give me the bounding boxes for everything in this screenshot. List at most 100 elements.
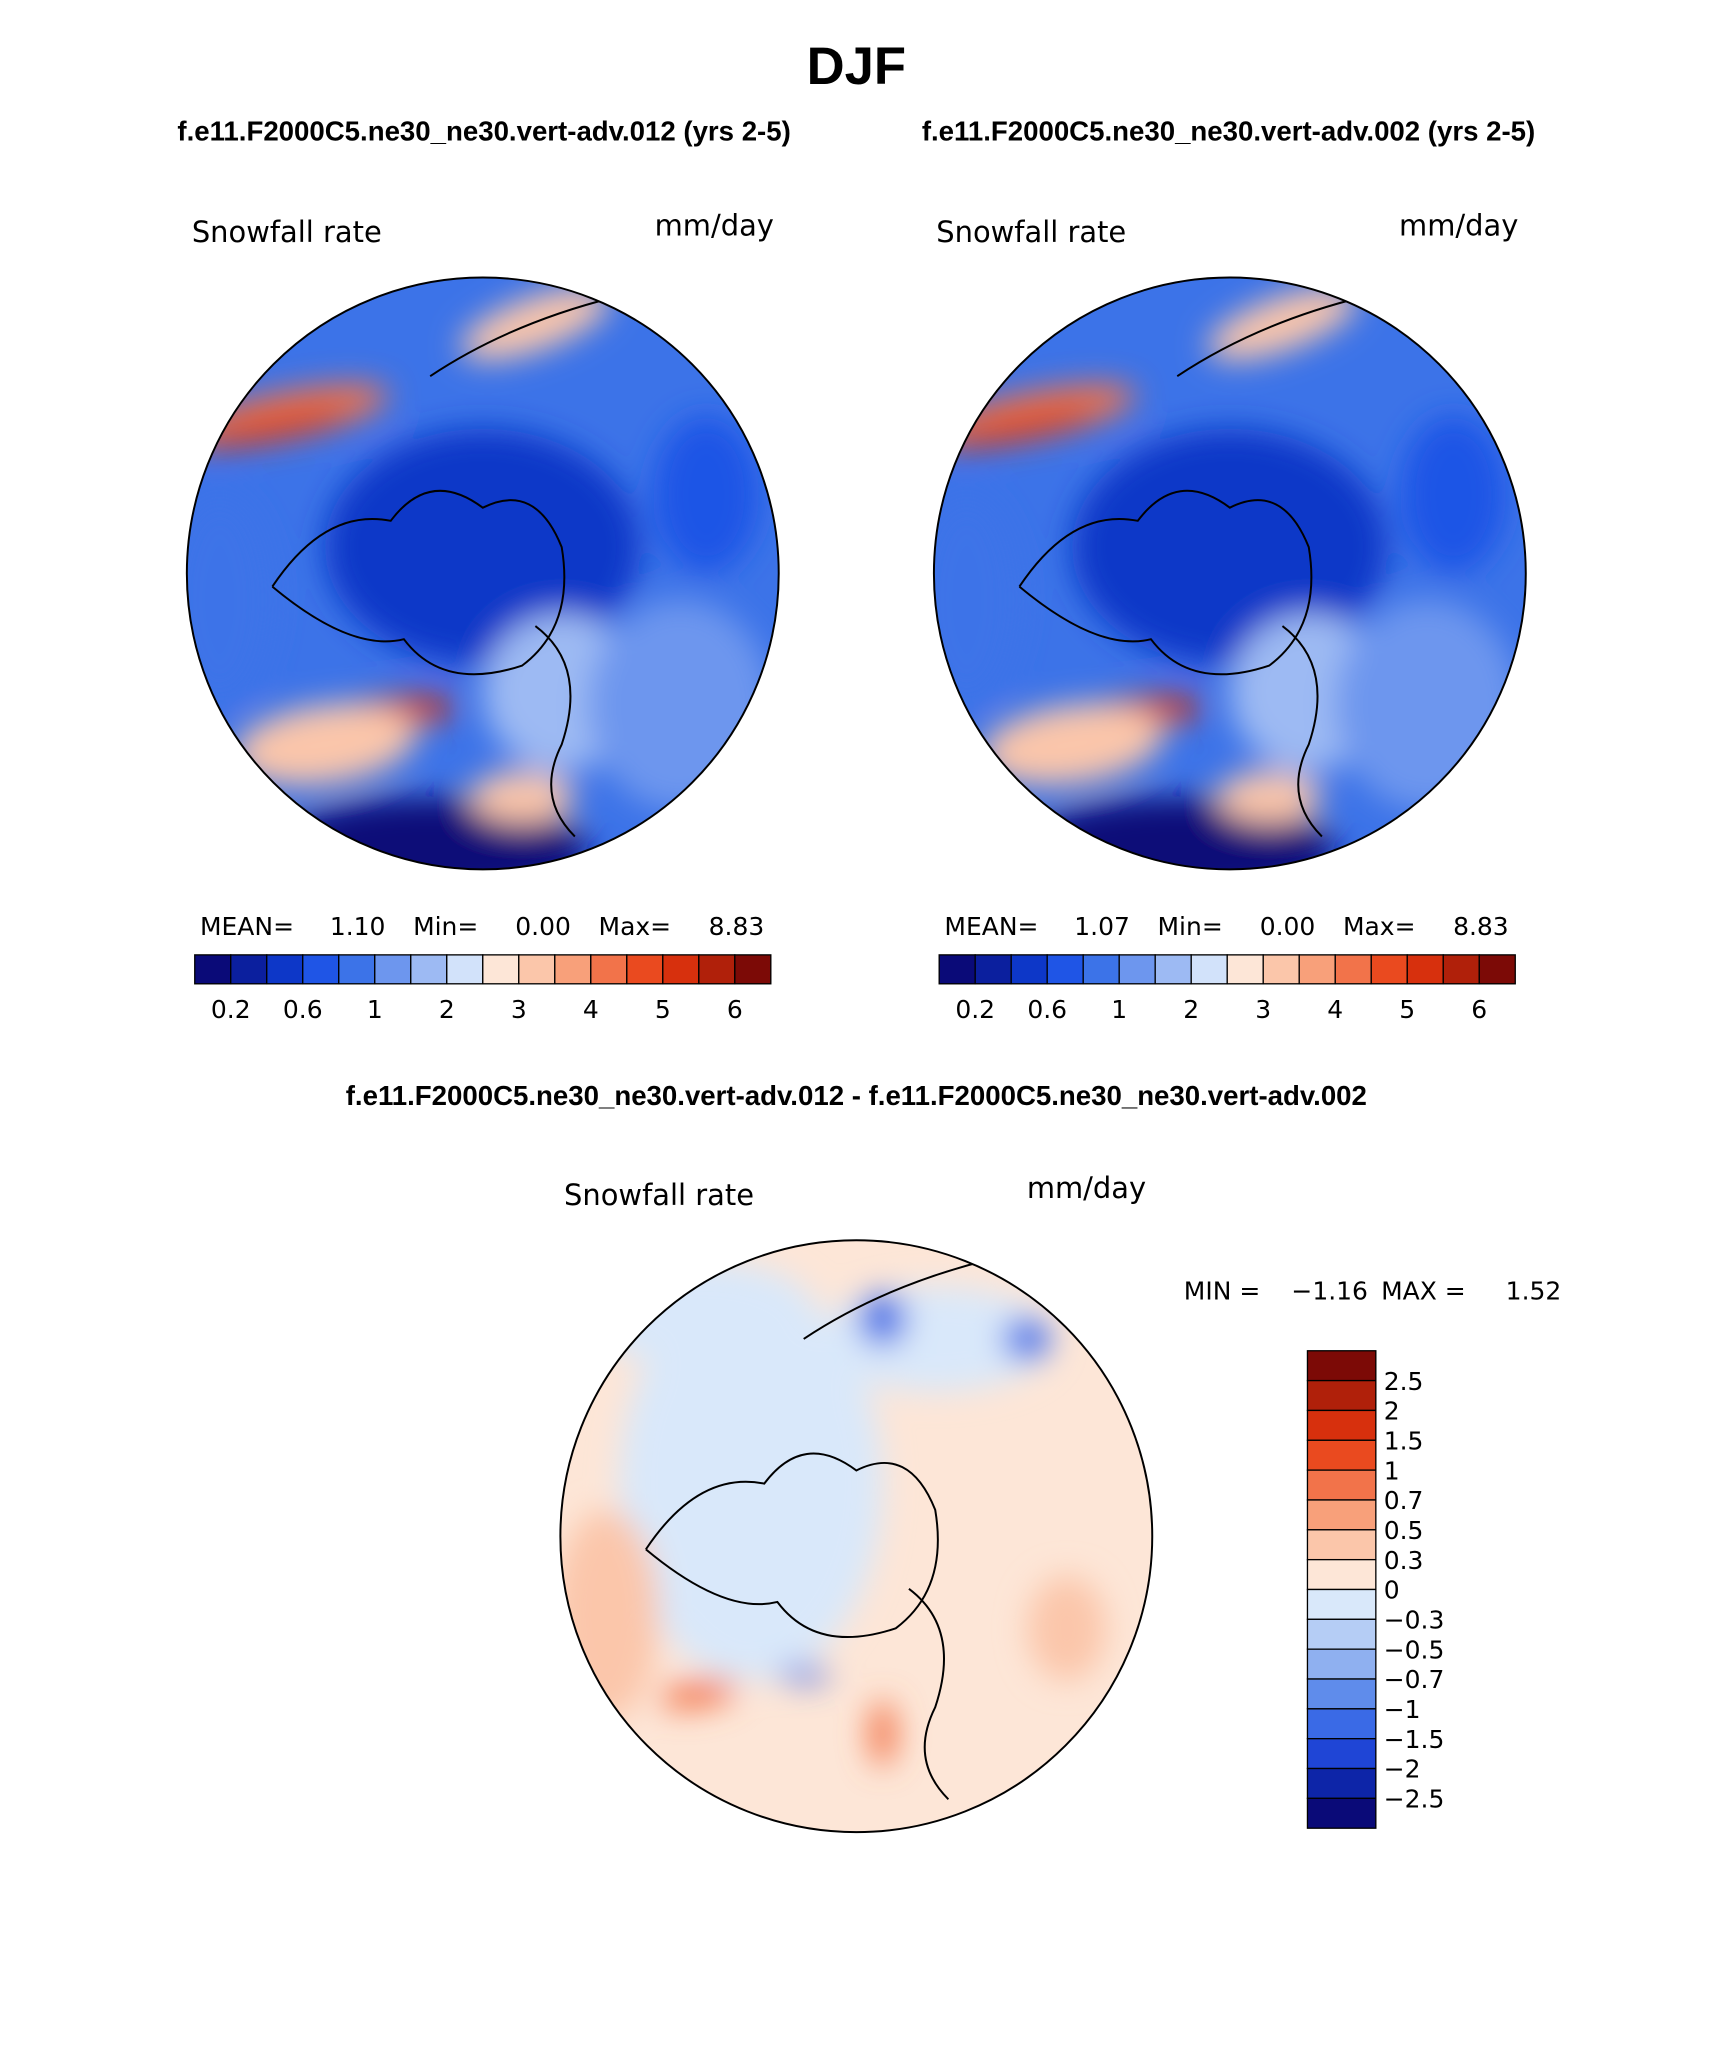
field-patch	[869, 1700, 896, 1767]
colorbar-box	[1306, 1738, 1377, 1770]
stat-label: Max=	[599, 912, 672, 941]
colorbar-box	[1406, 954, 1444, 985]
field-patch	[619, 1286, 883, 1681]
field-patch	[1335, 599, 1520, 811]
stat-label: MEAN=	[944, 912, 1038, 941]
panel-units: mm/day	[655, 208, 774, 242]
colorbar-box	[1306, 1678, 1377, 1710]
panel-units: mm/day	[1027, 1171, 1146, 1205]
colorbar-label: 0.6	[283, 995, 323, 1024]
colorbar-label: 2	[439, 995, 455, 1024]
map-field	[560, 1260, 1107, 1767]
colorbar-label: 6	[1471, 995, 1487, 1024]
colorbar-box	[1306, 1767, 1377, 1800]
colorbar-box	[1306, 1797, 1377, 1829]
field-patch	[659, 1679, 738, 1709]
colorbar-box	[626, 954, 664, 985]
colorbar-box	[1306, 1708, 1377, 1740]
colorbar-box	[698, 954, 736, 985]
colorbar-box	[1306, 1529, 1377, 1561]
stat-value: 0.00	[515, 912, 571, 941]
colorbar-label: 1	[1384, 1456, 1400, 1485]
diff-title: f.e11.F2000C5.ne30_ne30.vert-adv.012 - f…	[346, 1080, 1367, 1111]
colorbar-box	[1154, 954, 1192, 985]
stat-label: Max=	[1343, 912, 1416, 941]
colorbar-label: 0	[1384, 1576, 1400, 1605]
map	[186, 277, 779, 870]
colorbar-box	[338, 954, 376, 985]
colorbar-box	[1306, 1350, 1377, 1382]
colorbar-box	[1306, 1469, 1377, 1501]
field-patch	[1207, 286, 1358, 361]
stat-value: 8.83	[1453, 912, 1509, 941]
colorbar-box	[446, 954, 484, 985]
colorbar-box	[1306, 1618, 1377, 1650]
colorbar-label: −2	[1384, 1755, 1421, 1784]
field-patch	[460, 286, 611, 361]
colorbar-box	[1226, 954, 1264, 985]
colorbar-box	[662, 954, 700, 985]
field-patch	[942, 409, 1097, 449]
stat-label: Min=	[413, 912, 478, 941]
colorbar-box	[938, 954, 976, 985]
colorbar-box	[1262, 954, 1300, 985]
field-patch	[560, 1509, 660, 1721]
panel-units: mm/day	[1399, 208, 1518, 242]
colorbar-box	[1306, 1499, 1377, 1531]
stat-value: 0.00	[1260, 912, 1316, 941]
colorbar-box	[1298, 954, 1336, 985]
colorbar-label: −0.5	[1384, 1635, 1445, 1664]
colorbar-box	[974, 954, 1012, 985]
colorbar-label: 0.2	[955, 995, 995, 1024]
map-border	[185, 276, 780, 871]
stat-label: MIN =	[1184, 1276, 1260, 1305]
colorbar-box	[482, 954, 520, 985]
colorbar-box	[554, 954, 592, 985]
colorbar-label: 0.7	[1384, 1486, 1424, 1515]
colorbar-label: 5	[1399, 995, 1415, 1024]
field-patch	[980, 703, 1164, 786]
colorbar-box	[194, 954, 232, 985]
colorbar-label: 0.6	[1027, 995, 1067, 1024]
colorbar-label: 0.5	[1384, 1516, 1424, 1545]
field-patch	[1019, 797, 1336, 870]
colorbar-label: 2.5	[1384, 1367, 1424, 1396]
map	[560, 1240, 1153, 1833]
field-patch	[233, 703, 417, 786]
case-title: f.e11.F2000C5.ne30_ne30.vert-adv.012 (yr…	[177, 116, 790, 147]
colorbar-box	[1082, 954, 1120, 985]
colorbar-box	[1442, 954, 1480, 985]
field-patch	[580, 1260, 817, 1366]
panel-label: Snowfall rate	[192, 215, 382, 249]
colorbar-label: 5	[655, 995, 671, 1024]
field-patch	[272, 797, 589, 870]
colorbar-box	[1370, 954, 1408, 985]
colorbar-box	[230, 954, 268, 985]
colorbar-box	[1190, 954, 1228, 985]
colorbar-label: 2	[1384, 1397, 1400, 1426]
colorbar-label: −0.7	[1384, 1665, 1445, 1694]
colorbar-box	[410, 954, 448, 985]
colorbar-box	[1334, 954, 1372, 985]
field-patch	[1216, 770, 1322, 824]
panel-label: Snowfall rate	[564, 1178, 754, 1212]
colorbar-label: −0.3	[1384, 1606, 1445, 1635]
case-title: f.e11.F2000C5.ne30_ne30.vert-adv.002 (yr…	[922, 116, 1535, 147]
colorbar-label: 4	[583, 995, 599, 1024]
stat-value: 1.07	[1074, 912, 1130, 941]
map-border	[559, 1239, 1154, 1834]
map	[933, 277, 1526, 870]
colorbar-label: 1.5	[1384, 1426, 1424, 1455]
colorbar-box	[1118, 954, 1156, 985]
colorbar-label: 0.3	[1384, 1546, 1424, 1575]
colorbar-box	[590, 954, 628, 985]
stat-label: MAX =	[1381, 1276, 1466, 1305]
colorbar-box	[266, 954, 304, 985]
colorbar-box	[1306, 1588, 1377, 1620]
colorbar-label: 3	[1255, 995, 1271, 1024]
colorbar-box	[1306, 1379, 1377, 1412]
field-patch	[469, 770, 575, 824]
stat-value: 8.83	[709, 912, 765, 941]
field-patch	[588, 599, 773, 811]
